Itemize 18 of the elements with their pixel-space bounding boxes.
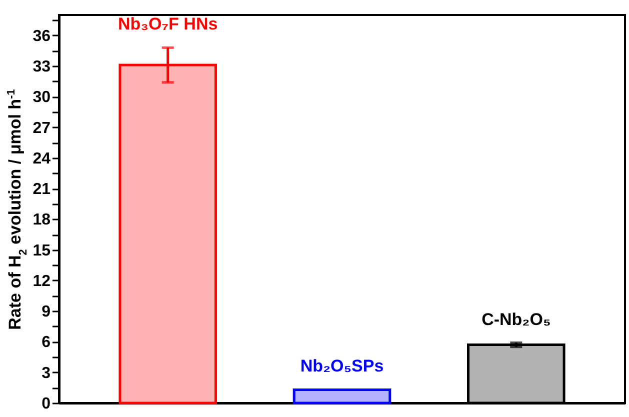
bar	[292, 388, 392, 404]
y-tick-label: 9	[42, 304, 51, 321]
y-tick-label: 21	[32, 181, 51, 198]
y-tick-label: 0	[42, 396, 51, 412]
y-tick-label: 33	[32, 58, 51, 76]
x-tick-label: Nb₂O₅SPs	[300, 356, 384, 376]
y-tick-label: 15	[32, 242, 51, 260]
bar	[118, 64, 217, 404]
y-tick-label: 27	[32, 120, 51, 137]
y-tick-label: 18	[32, 212, 51, 229]
x-tick-label: Nb₃O₇F HNs	[118, 14, 218, 34]
x-tick-label: C-Nb₂O₅	[482, 310, 551, 329]
y-tick-label: 6	[42, 334, 51, 352]
y-tick-label: 36	[32, 28, 51, 45]
y-tick-label: 3	[42, 364, 51, 382]
y-tick-label: 24	[32, 150, 51, 168]
y-tick-label: 12	[32, 272, 51, 290]
y-tick-label: 30	[32, 89, 51, 106]
